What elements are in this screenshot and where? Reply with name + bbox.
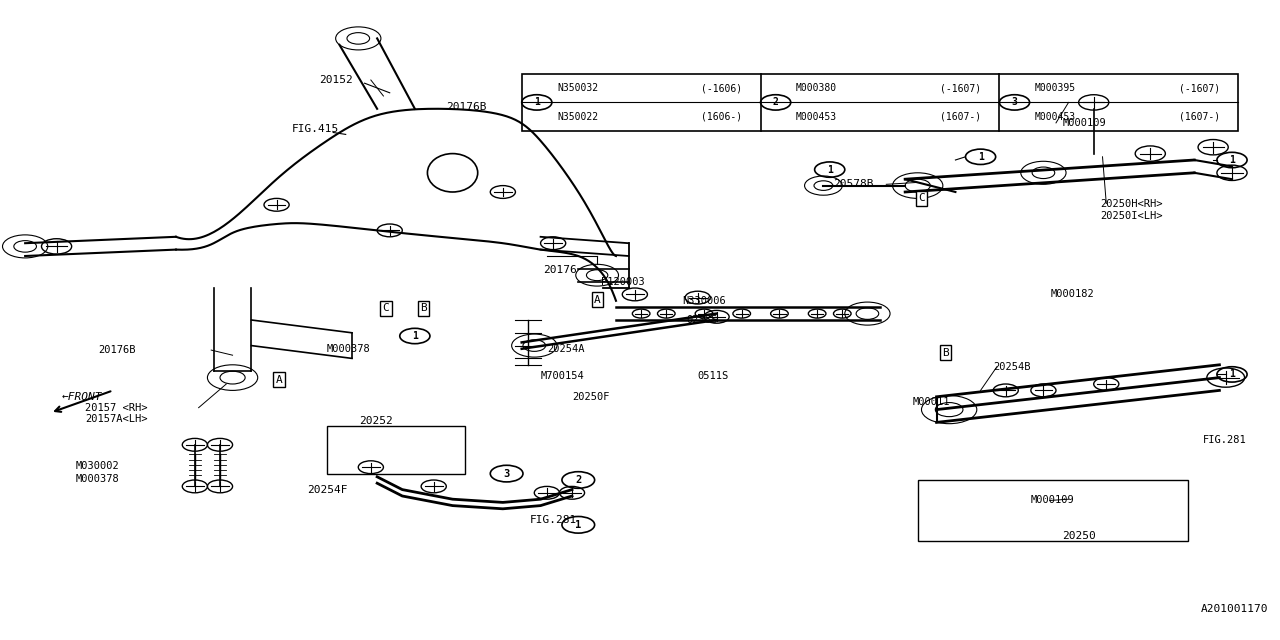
Text: ←FRONT: ←FRONT [61,392,102,402]
Bar [326,426,465,474]
Text: M000453: M000453 [1034,112,1075,122]
Text: M00011: M00011 [913,397,950,407]
Text: 1: 1 [827,164,833,175]
Text: 1: 1 [575,520,581,530]
Text: 20254A: 20254A [547,344,585,354]
Text: 2: 2 [773,97,778,108]
Text: 20252: 20252 [360,416,393,426]
Text: (1606-): (1606-) [701,112,742,122]
Text: (1607-): (1607-) [1179,112,1220,122]
Text: 1: 1 [1229,369,1235,380]
Text: 0238S: 0238S [686,315,718,325]
Text: B: B [942,348,948,358]
Text: 20250H<RH>: 20250H<RH> [1100,198,1162,209]
Text: 1: 1 [978,152,983,162]
Text: 20152: 20152 [319,75,353,85]
Text: 20176: 20176 [543,265,577,275]
Text: (-1607): (-1607) [940,83,980,93]
Text: 0511S: 0511S [698,371,730,381]
Text: 20157A<LH>: 20157A<LH> [86,414,148,424]
Text: 20250F: 20250F [572,392,609,402]
Text: B: B [420,303,428,314]
Text: M000109: M000109 [1062,118,1106,128]
Text: M700154: M700154 [540,371,585,381]
Text: M000109: M000109 [1030,495,1075,506]
Text: M000395: M000395 [1034,83,1075,93]
Text: FIG.415: FIG.415 [292,124,339,134]
Text: N330006: N330006 [682,296,726,306]
Text: A: A [594,294,600,305]
Text: 1: 1 [412,331,417,341]
Text: M000378: M000378 [76,474,119,484]
Text: FIG.281: FIG.281 [1203,435,1247,445]
Text: M000380: M000380 [796,83,837,93]
Text: 20254B: 20254B [993,362,1030,372]
Text: M030002: M030002 [76,461,119,471]
Text: 20578B: 20578B [833,179,874,189]
Text: 1: 1 [1229,155,1235,165]
Text: (-1606): (-1606) [701,83,742,93]
Text: (-1607): (-1607) [1179,83,1220,93]
Text: A: A [275,374,283,385]
Text: N350032: N350032 [557,83,598,93]
Text: 20250I<LH>: 20250I<LH> [1100,211,1162,221]
Text: M000378: M000378 [326,344,371,354]
Text: M000182: M000182 [1051,289,1094,300]
Text: 3: 3 [1011,97,1018,108]
Text: 2: 2 [575,475,581,485]
Text: 3: 3 [503,468,509,479]
Text: 20176B: 20176B [447,102,486,112]
Text: 20157 <RH>: 20157 <RH> [86,403,148,413]
Text: 1: 1 [534,97,540,108]
Bar [522,74,1238,131]
Text: 20176B: 20176B [99,345,136,355]
Bar [918,480,1188,541]
Text: A201001170: A201001170 [1201,604,1268,614]
Text: (1607-): (1607-) [940,112,980,122]
Text: N350022: N350022 [557,112,598,122]
Text: M000453: M000453 [796,112,837,122]
Text: C: C [918,193,925,204]
Text: C: C [383,303,389,314]
Text: FIG.281: FIG.281 [529,515,576,525]
Text: 20250: 20250 [1062,531,1096,541]
Text: P120003: P120003 [600,276,645,287]
Text: 20254F: 20254F [307,484,347,495]
